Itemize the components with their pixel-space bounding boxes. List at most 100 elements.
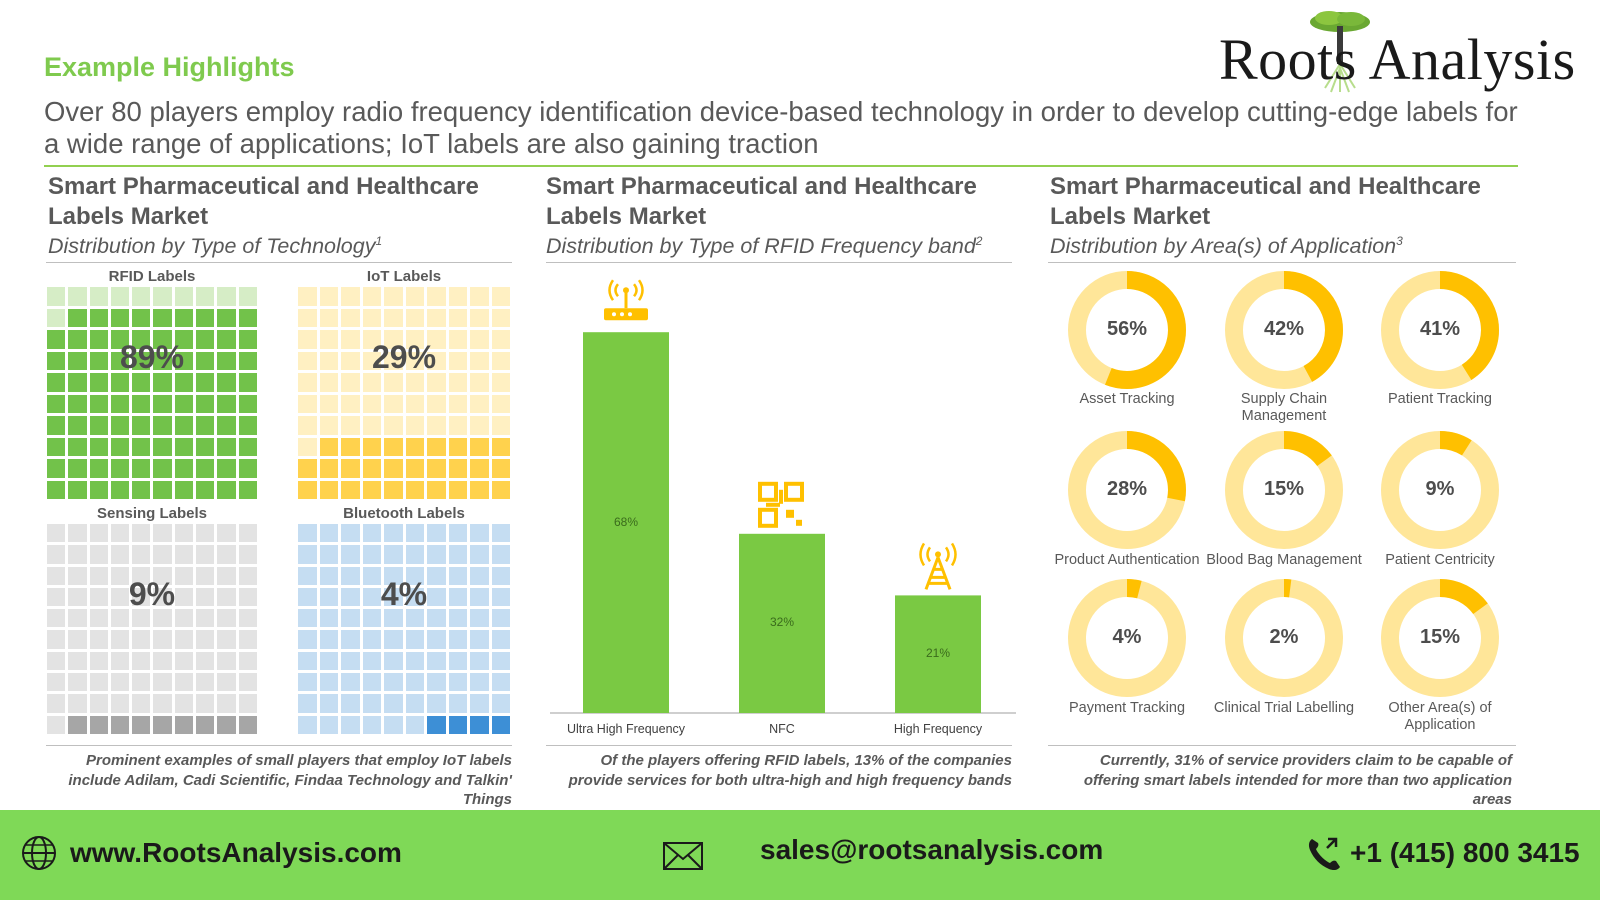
donut-value-supply-chain-management: 42% [1263,318,1305,340]
waffle-cell-empty [384,715,403,734]
waffle-cell-filled [153,416,172,435]
waffle-cell-empty [384,587,403,607]
waffle-cell-empty [217,673,236,692]
waffle-cell-empty [448,524,467,543]
waffle-cell-empty [196,694,215,713]
waffle-cell-filled [217,416,236,435]
donut-patient-tracking [1381,271,1499,389]
email-link[interactable]: sales@rootsanalysis.com [760,834,1104,865]
technology-note-rule [46,745,512,746]
waffle-cell-empty [362,587,381,607]
waffle-cell-filled [47,330,66,349]
waffle-cell-empty [491,287,510,306]
waffle-cell-filled [132,416,151,435]
headline: Over 80 players employ radio frequency i… [44,96,1518,159]
waffle-cell-filled [89,480,108,499]
waffle-cell-empty [196,545,215,564]
waffle-cell-filled [196,715,215,734]
waffle-cell-empty [470,609,489,628]
donut-value-blood-bag-management: 15% [1263,478,1305,500]
waffle-cell-filled [448,437,467,456]
waffle-cell-empty [405,673,424,692]
waffle-cell-filled [319,459,338,478]
waffle-cell-filled [174,373,194,392]
waffle-cell-empty [47,609,66,628]
waffle-cell-empty [89,651,108,671]
waffle-cell-empty [89,673,108,692]
waffle-cell-empty [405,524,424,543]
donut-slice-clinical-trial-labelling [1225,579,1343,697]
donut-slice-supply-chain-management [1225,271,1343,389]
waffle-cell-filled [132,308,151,327]
waffle-cell-empty [298,437,317,456]
waffle-cell-empty [196,651,215,671]
waffle-cell-filled [196,459,215,478]
waffle-cell-empty [405,373,424,392]
waffle-cell-filled [196,330,215,349]
waffle-cell-filled [491,480,510,499]
waffle-cell-filled [153,437,172,456]
waffle-cell-filled [427,715,446,734]
iot-labels-label: IoT Labels [366,268,442,285]
waffle-cell-filled [196,373,215,392]
waffle-cell-empty [132,287,151,306]
waffle-cell-empty [68,609,87,628]
website-link[interactable]: www.RootsAnalysis.com [70,837,402,868]
waffle-cell-empty [448,545,467,564]
waffle-cell-filled [110,394,130,413]
waffle-cell-filled [153,330,172,349]
waffle-cell-empty [174,609,194,628]
waffle-cell-filled [153,480,172,499]
waffle-cell-empty [217,545,236,564]
rfid-labels-waffle [47,287,257,499]
waffle-cell-filled [238,459,257,478]
phone-link[interactable]: +1 (415) 800 3415 [1350,837,1580,868]
waffle-cell-empty [427,524,446,543]
bar-ultra-high-frequency [583,332,669,713]
waffle-cell-empty [319,416,338,435]
waffle-cell-empty [341,587,360,607]
waffle-cell-filled [47,480,66,499]
bar-value-high-frequency: 21% [925,646,951,661]
waffle-cell-empty [362,566,381,585]
waffle-cell-empty [298,566,317,585]
waffle-cell-empty [89,694,108,713]
waffle-cell-empty [470,630,489,649]
waffle-cell-filled [110,480,130,499]
bar-label-ultra-high-frequency: Ultra High Frequency [566,722,686,736]
frequency-note: Of the players offering RFID labels, 13%… [568,752,1012,789]
waffle-cell-filled [110,330,130,349]
frequency-panel-title: Smart Pharmaceutical and Healthcare Labe… [546,173,977,230]
waffle-cell-filled [174,715,194,734]
waffle-cell-filled [217,480,236,499]
waffle-cell-empty [89,566,108,585]
antenna-tower-icon [919,542,957,590]
waffle-cell-filled [238,480,257,499]
logo[interactable]: Roots Analysis [1215,8,1595,98]
waffle-cell-empty [427,330,446,349]
waffle-cell-empty [448,394,467,413]
waffle-cell-filled [174,308,194,327]
waffle-cell-empty [341,694,360,713]
waffle-cell-filled [362,437,381,456]
rfid-router-icon [604,279,648,321]
frequency-note-rule [546,745,1012,746]
waffle-cell-filled [238,308,257,327]
application-panel-rule [1048,262,1516,263]
waffle-cell-empty [448,587,467,607]
waffle-cell-empty [341,287,360,306]
waffle-cell-empty [384,566,403,585]
waffle-cell-empty [362,308,381,327]
waffle-cell-filled [448,459,467,478]
waffle-cell-filled [174,459,194,478]
waffle-cell-empty [110,566,130,585]
waffle-cell-empty [174,545,194,564]
waffle-cell-filled [470,480,489,499]
waffle-cell-filled [47,459,66,478]
waffle-cell-empty [110,287,130,306]
waffle-cell-empty [217,694,236,713]
waffle-cell-empty [470,545,489,564]
waffle-cell-empty [47,545,66,564]
waffle-cell-filled [89,715,108,734]
frequency-panel-rule [546,262,1012,263]
